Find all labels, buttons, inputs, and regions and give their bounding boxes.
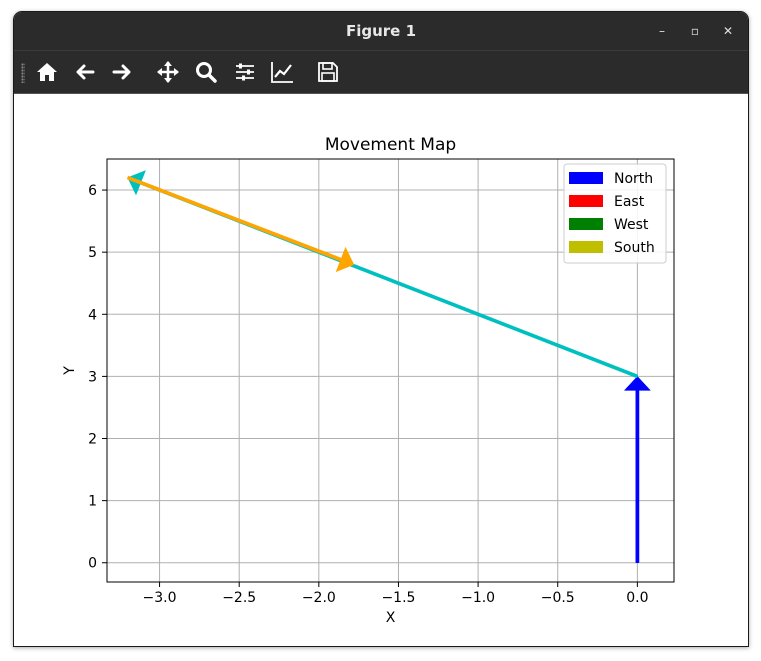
y-tick-label: 6 — [88, 183, 97, 199]
back-icon[interactable] — [71, 58, 99, 86]
diagonal-arrow — [127, 170, 639, 379]
x-tick-label: −0.5 — [541, 590, 575, 606]
close-button[interactable]: ✕ — [722, 24, 734, 38]
x-tick-label: −2.0 — [302, 590, 336, 606]
ticks: −3.0 −2.5 −2.0 −1.5 −1.0 −0.5 0.0 0 1 2 3 4 5 6 — [88, 183, 648, 606]
configure-subplots-icon[interactable] — [231, 58, 259, 86]
figure-window: Figure 1 – ▫ ✕ — [13, 11, 749, 647]
legend-label: North — [614, 171, 653, 187]
legend-label: East — [614, 194, 645, 210]
x-tick-label: −2.5 — [222, 590, 256, 606]
legend-label: South — [614, 240, 655, 256]
y-tick-label: 0 — [88, 556, 97, 572]
window-title: Figure 1 — [345, 22, 417, 40]
toolbar — [14, 51, 748, 94]
chart[interactable]: −3.0 −2.5 −2.0 −1.5 −1.0 −0.5 0.0 0 1 2 3 4 5 6 Movem… — [14, 94, 748, 646]
x-tick-label: 0.0 — [626, 590, 648, 606]
title-bar[interactable]: Figure 1 – ▫ ✕ — [14, 12, 748, 51]
x-tick-label: −3.0 — [143, 590, 177, 606]
legend-swatch — [569, 241, 603, 253]
y-tick-label: 1 — [88, 494, 97, 510]
y-tick-label: 4 — [88, 307, 97, 323]
legend-swatch — [569, 195, 603, 207]
legend-swatch — [569, 172, 603, 184]
edit-axis-icon[interactable] — [268, 58, 296, 86]
x-tick-label: −1.0 — [461, 590, 495, 606]
x-tick-label: −1.5 — [381, 590, 415, 606]
maximize-button[interactable]: ▫ — [690, 24, 700, 38]
return-arrow — [126, 175, 355, 273]
y-tick-label: 5 — [88, 245, 97, 261]
x-axis-label: X — [386, 610, 396, 626]
arrows — [126, 170, 651, 563]
minimize-button[interactable]: – — [659, 24, 665, 38]
forward-icon[interactable] — [108, 58, 136, 86]
grid — [107, 159, 674, 582]
legend-label: West — [614, 217, 649, 233]
y-tick-label: 2 — [88, 432, 97, 448]
chart-title: Movement Map — [325, 135, 456, 155]
axes-frame — [106, 158, 675, 583]
legend: North East West South — [563, 163, 667, 264]
zoom-icon[interactable] — [192, 58, 220, 86]
figure-canvas: −3.0 −2.5 −2.0 −1.5 −1.0 −0.5 0.0 0 1 2 3 4 5 6 Movem… — [14, 94, 748, 646]
legend-box — [563, 163, 667, 264]
north-arrow — [623, 376, 651, 563]
save-icon[interactable] — [314, 58, 342, 86]
y-tick-label: 3 — [88, 369, 97, 385]
pan-icon[interactable] — [154, 58, 182, 86]
home-icon[interactable] — [33, 58, 61, 86]
legend-swatch — [569, 218, 603, 230]
y-axis-label: Y — [62, 366, 78, 376]
toolbar-grip[interactable] — [21, 63, 25, 83]
